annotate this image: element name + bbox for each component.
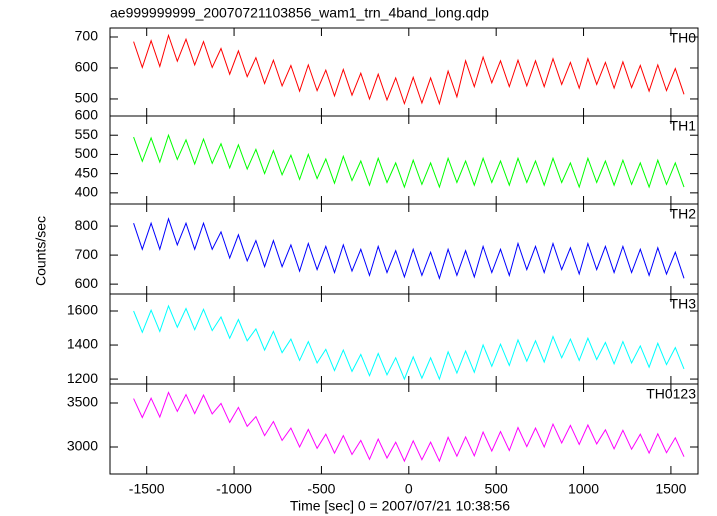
y-tick-label: 3000 <box>67 438 98 454</box>
y-tick-label: 400 <box>75 184 99 200</box>
panel-label: TH2 <box>670 206 697 222</box>
light-curve <box>133 133 685 189</box>
y-tick-label: 800 <box>75 217 99 233</box>
y-tick-label: 1400 <box>67 336 98 352</box>
y-tick-label: 700 <box>75 246 99 262</box>
y-tick-label: 600 <box>75 107 99 123</box>
panel-label: TH3 <box>670 296 697 312</box>
light-curve <box>133 304 685 381</box>
panel-label: TH0 <box>670 30 697 46</box>
x-tick-label: -1500 <box>129 481 165 497</box>
y-axis-label: Counts/sec <box>33 216 49 286</box>
x-tick-label: 1500 <box>655 481 686 497</box>
light-curve <box>133 391 685 463</box>
y-tick-label: 3500 <box>67 394 98 410</box>
panel-label: TH0123 <box>646 386 696 402</box>
y-tick-label: 600 <box>75 275 99 291</box>
x-tick-label: 0 <box>405 481 413 497</box>
x-tick-label: -500 <box>307 481 335 497</box>
panel-label: TH1 <box>670 118 697 134</box>
y-tick-label: 1200 <box>67 370 98 386</box>
x-tick-label: 1000 <box>568 481 599 497</box>
chart-title: ae999999999_20070721103856_wam1_trn_4ban… <box>110 5 489 21</box>
y-tick-label: 600 <box>75 59 99 75</box>
light-curve <box>133 217 685 280</box>
panel-frame <box>109 383 699 475</box>
x-tick-label: 500 <box>484 481 508 497</box>
y-tick-label: 1600 <box>67 302 98 318</box>
y-tick-label: 550 <box>75 126 99 142</box>
y-tick-label: 700 <box>75 28 99 44</box>
y-tick-label: 500 <box>75 145 99 161</box>
x-tick-label: -1000 <box>216 481 252 497</box>
y-tick-label: 450 <box>75 164 99 180</box>
x-axis-label: Time [sec] 0 = 2007/07/21 10:38:56 <box>290 498 510 514</box>
y-tick-label: 500 <box>75 90 99 106</box>
light-curve <box>133 33 685 106</box>
